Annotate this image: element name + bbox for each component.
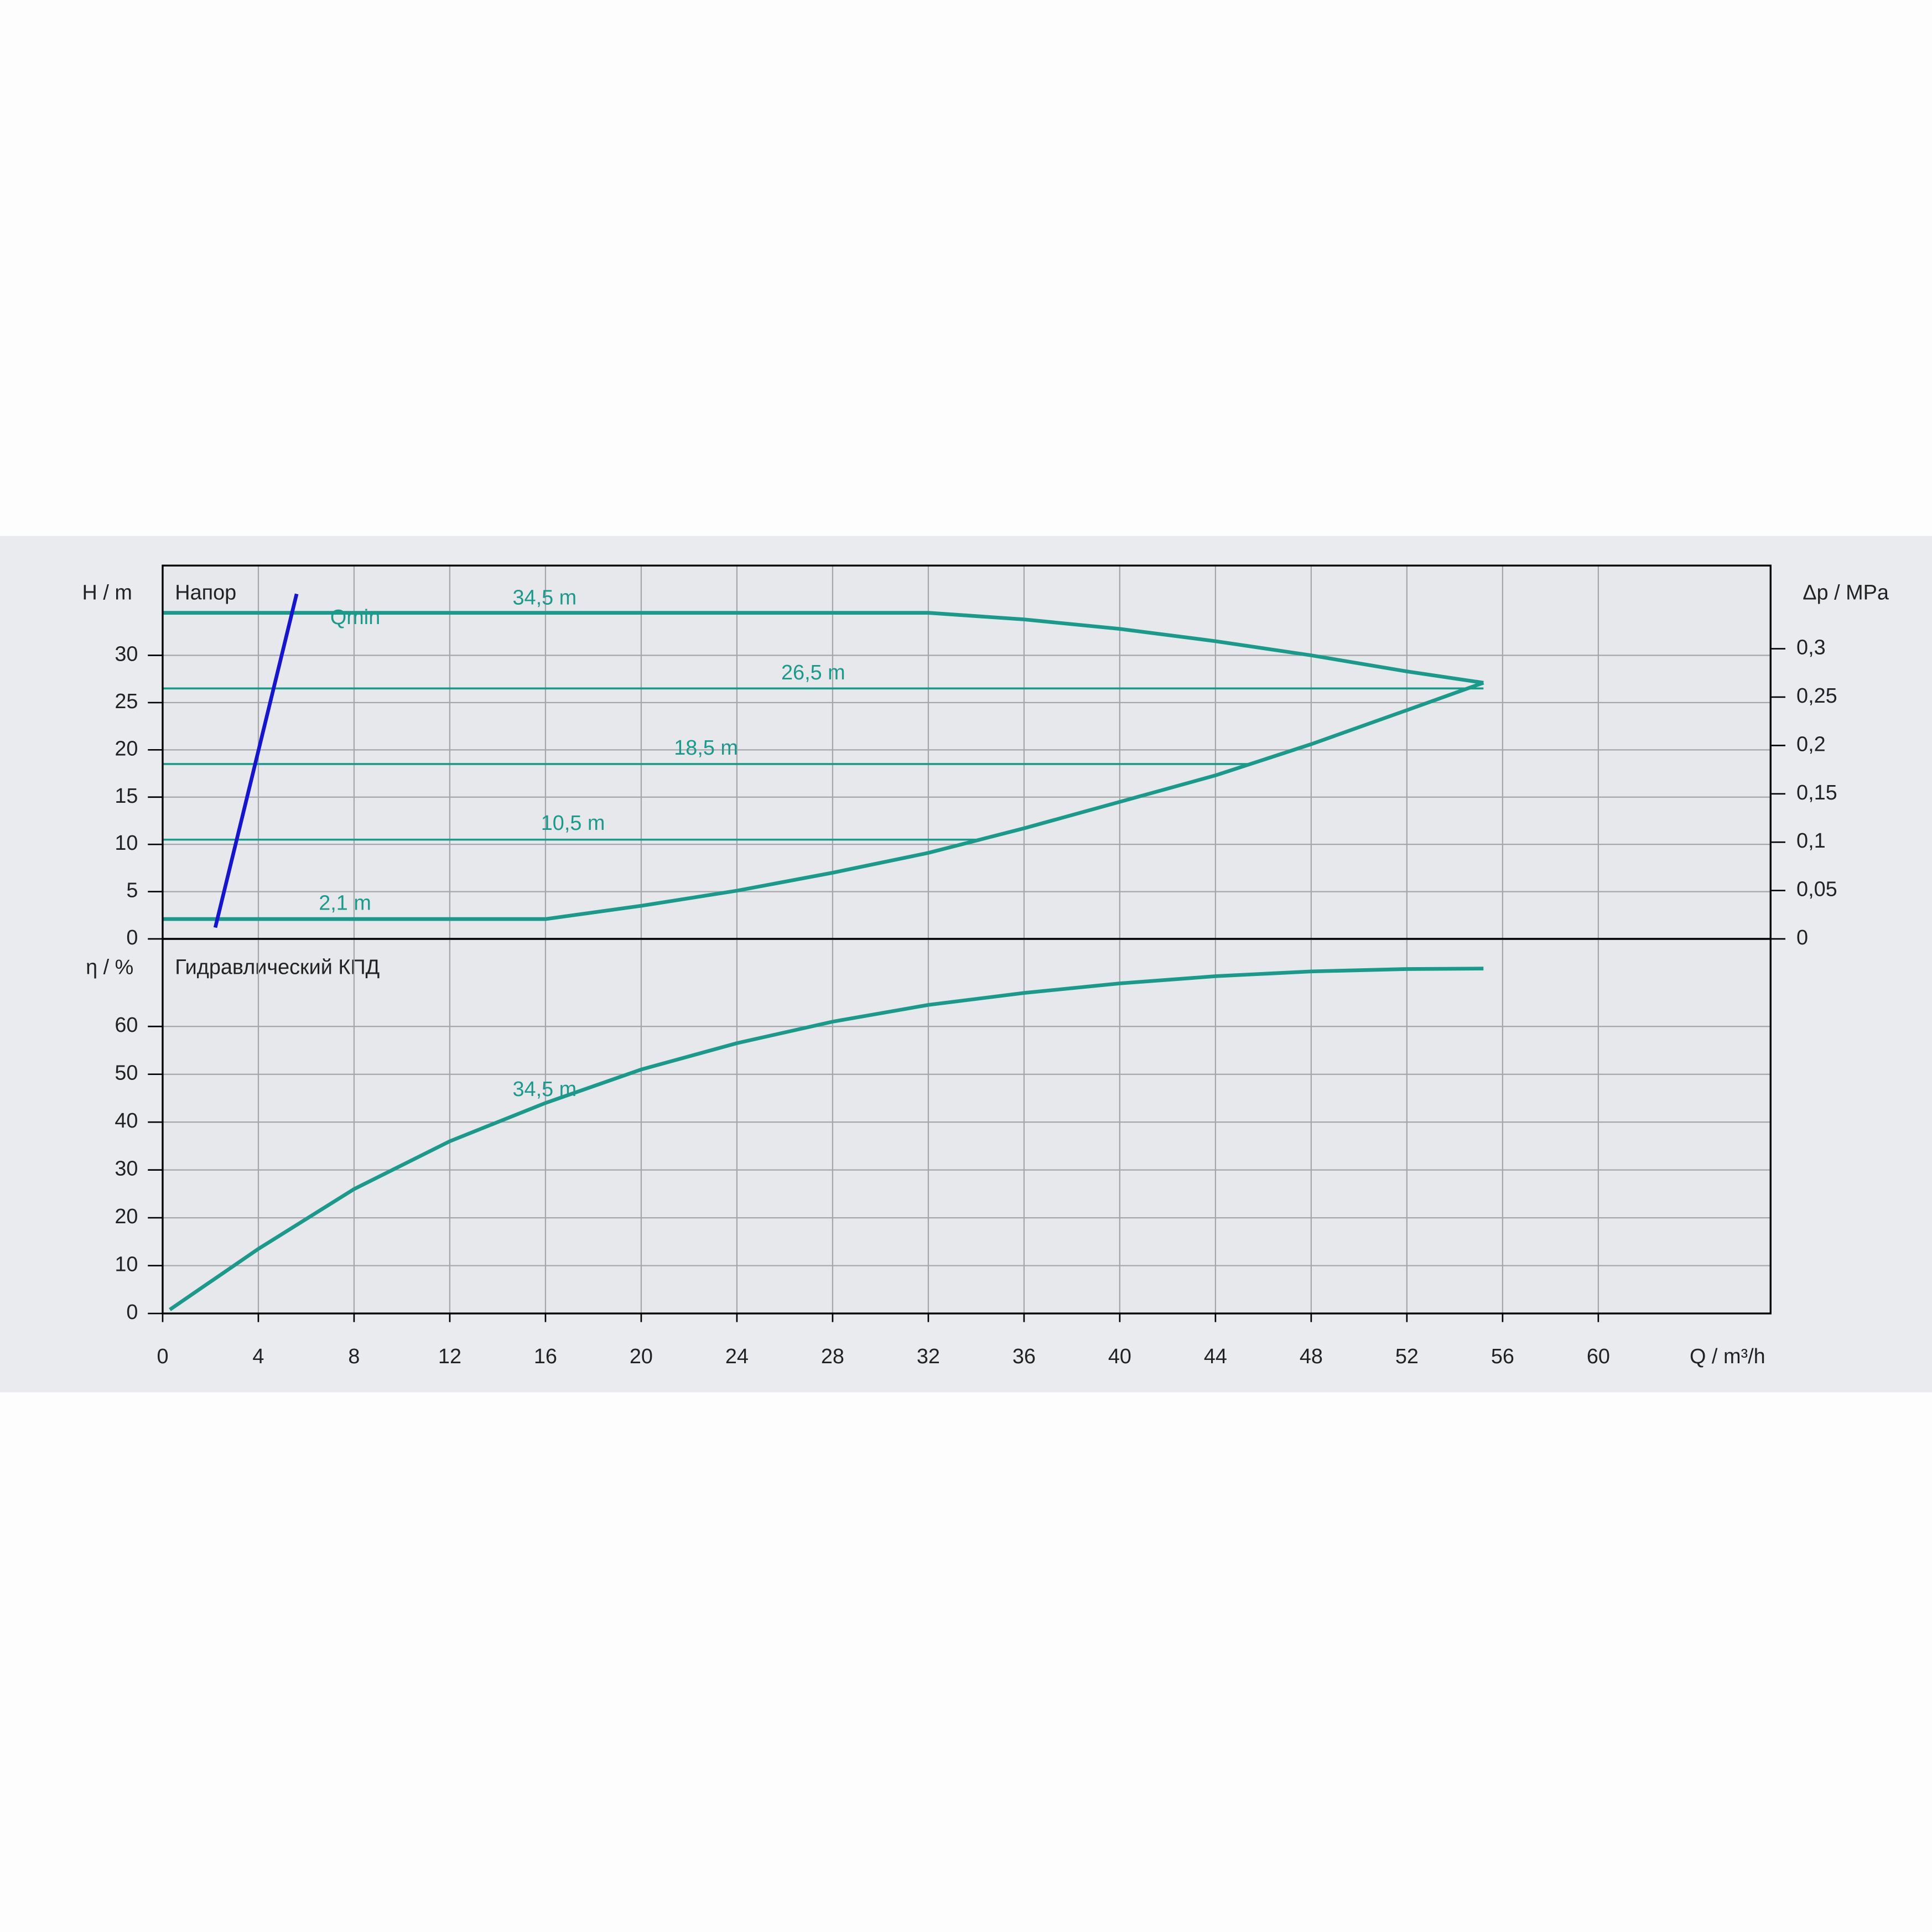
- curve-label: 26,5 m: [781, 661, 845, 684]
- y2-tick-label: 0,1: [1796, 829, 1826, 853]
- y2-axis-label: Δp / MPa: [1803, 581, 1889, 604]
- curve-label: 34,5 m: [513, 586, 577, 609]
- curve: [162, 611, 1484, 685]
- y-tick-label: 50: [115, 1062, 138, 1085]
- y-tick-label: 20: [115, 737, 138, 760]
- x-tick-label: 28: [821, 1345, 844, 1368]
- curve-label: 10,5 m: [541, 812, 605, 835]
- curve-label: 34,5 m: [513, 1078, 577, 1101]
- y-tick-label: 30: [115, 1157, 138, 1181]
- x-tick-label: 56: [1491, 1345, 1514, 1368]
- y2-tick-label: 0,25: [1796, 684, 1837, 708]
- plot-border: [162, 938, 1772, 1315]
- panel-title: Гидравлический КПД: [175, 955, 380, 979]
- y2-tick-label: 0,15: [1796, 781, 1837, 804]
- x-tick-label: 8: [348, 1345, 360, 1368]
- y-tick-label: 25: [115, 690, 138, 713]
- curve: [169, 967, 1484, 1311]
- x-tick-label: 32: [917, 1345, 940, 1368]
- y-tick-label: 5: [126, 879, 138, 902]
- y2-tick-label: 0,2: [1796, 733, 1826, 756]
- y-axis-label: η / %: [86, 955, 133, 979]
- x-tick-label: 44: [1204, 1345, 1227, 1368]
- curve-label: 2,1 m: [319, 892, 371, 915]
- x-tick-label: 48: [1300, 1345, 1323, 1368]
- curve: [213, 593, 299, 928]
- y-tick-label: 15: [115, 785, 138, 808]
- y2-tick-label: 0: [1796, 926, 1808, 949]
- y-tick-label: 10: [115, 832, 138, 855]
- y2-tick-label: 0,3: [1796, 636, 1826, 659]
- x-tick-label: 0: [157, 1345, 168, 1368]
- y-tick-label: 40: [115, 1109, 138, 1133]
- y-tick-label: 10: [115, 1253, 138, 1276]
- y-axis-label: H / m: [82, 581, 132, 604]
- curve-label: 18,5 m: [674, 736, 738, 760]
- x-tick-label: 16: [534, 1345, 557, 1368]
- y-tick-label: 20: [115, 1205, 138, 1228]
- panel-title: Напор: [175, 581, 236, 604]
- x-tick-label: 24: [725, 1345, 749, 1368]
- x-tick-label: 20: [630, 1345, 653, 1368]
- x-axis-label: Q / m³/h: [1690, 1345, 1765, 1368]
- y-tick-label: 60: [115, 1014, 138, 1037]
- x-tick-label: 60: [1587, 1345, 1610, 1368]
- y-tick-label: 30: [115, 643, 138, 666]
- y2-tick-label: 0,05: [1796, 878, 1837, 901]
- x-tick-label: 4: [252, 1345, 264, 1368]
- x-tick-label: 12: [438, 1345, 461, 1368]
- x-tick-label: 52: [1395, 1345, 1419, 1368]
- x-tick-label: 36: [1012, 1345, 1036, 1368]
- x-tick-label: 40: [1108, 1345, 1131, 1368]
- curve-label: Qmin: [330, 606, 380, 629]
- y-tick-label: 0: [126, 1301, 138, 1324]
- y-tick-label: 0: [126, 926, 138, 949]
